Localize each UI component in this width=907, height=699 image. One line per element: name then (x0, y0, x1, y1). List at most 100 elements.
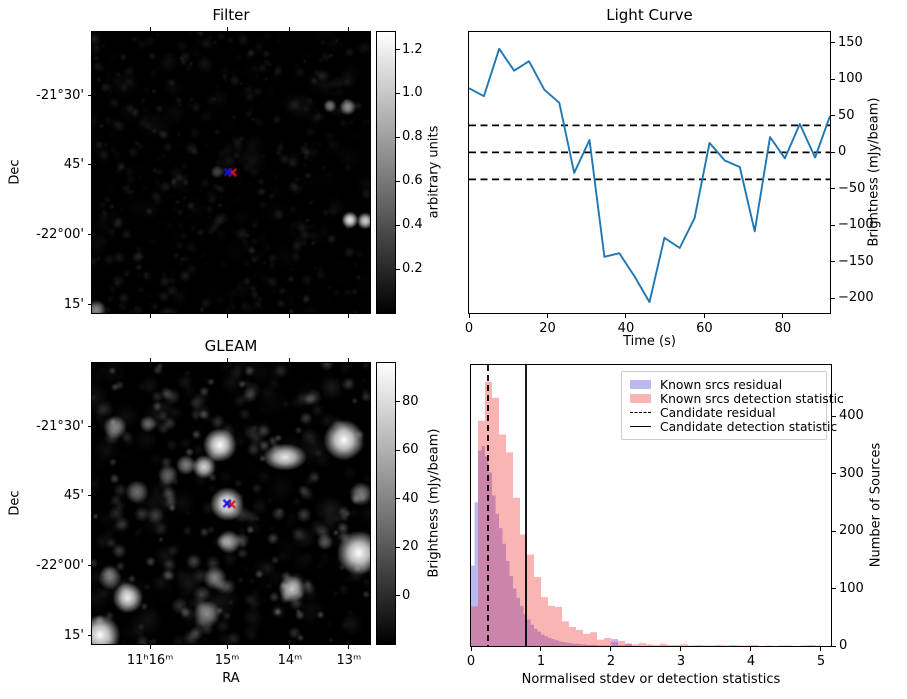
hist-bar-detstat (611, 641, 618, 646)
filter-colorbar (376, 31, 396, 314)
light-curve-y-tick-label: −50 (838, 180, 866, 196)
filter-x-tick (149, 314, 151, 318)
gleam-colorbar-tick (396, 498, 400, 500)
gleam-y-tick-label: 15' (63, 627, 84, 643)
gleam-colorbar-label: Brightness (mJy/beam) (426, 428, 442, 578)
hist-bar-residual (478, 450, 482, 646)
hist-bar-detstat (666, 644, 674, 646)
gleam-colorbar (376, 362, 396, 645)
filter-x-tick (226, 314, 228, 318)
hist-bar-detstat (680, 644, 688, 646)
hist-bar-residual (607, 645, 611, 646)
hist-bar-detstat (659, 643, 667, 646)
filter-colorbar-tick-label: 0.4 (402, 217, 423, 233)
filter-colorbar-tick (396, 180, 400, 182)
gleam-colorbar-tick-label: 20 (402, 539, 419, 555)
hist-bar-detstat (701, 645, 709, 646)
hist-bar-detstat (506, 452, 513, 646)
hist-bar-detstat (694, 644, 702, 646)
hist-bar-residual (576, 643, 580, 646)
histogram-x-tick (750, 647, 752, 651)
histogram-y-tick (832, 415, 836, 417)
filter-y-tick (88, 164, 92, 166)
filter-map-axes (91, 31, 371, 314)
light-curve-y-tick (831, 115, 835, 117)
histogram-y-tick-label: 0 (839, 638, 848, 653)
hist-bar-residual (537, 631, 541, 646)
filter-colorbar-tick (396, 49, 400, 51)
gleam-x-tick-top (226, 358, 228, 362)
filter-colorbar-tick (396, 92, 400, 94)
filter-colorbar-tick-label: 0.8 (402, 129, 423, 145)
light-curve-y-tick-label: −150 (838, 253, 874, 269)
gleam-x-tick-label: 13ᵐ (336, 653, 362, 668)
hist-bar-residual (614, 639, 618, 646)
hist-bar-residual (520, 605, 524, 646)
light-curve-x-tick (782, 314, 784, 318)
histogram-x-tick (540, 647, 542, 651)
legend-handle (630, 426, 651, 427)
light-curve-y-tick (831, 261, 835, 263)
gleam-colorbar-tick-label: 40 (402, 490, 419, 506)
light-curve-plot (469, 47, 830, 304)
legend-label: Known srcs detection statistic (660, 391, 844, 406)
light-curve-y-tick-label: 100 (838, 71, 863, 87)
hist-bar-residual (593, 644, 597, 646)
histogram-y-tick-label: 100 (839, 580, 864, 596)
hist-bar-detstat (618, 640, 625, 646)
gleam-ra-axis-label: RA (222, 671, 240, 686)
histogram-x-tick-label: 4 (746, 654, 756, 669)
hist-bar-detstat (778, 645, 786, 646)
hist-bar-residual (628, 643, 632, 646)
hist-bar-residual (499, 528, 503, 646)
gleam-colorbar-tick-label: 80 (402, 393, 419, 409)
hist-bar-residual (604, 645, 608, 646)
filter-x-tick-top (289, 27, 291, 31)
hist-bar-detstat (527, 554, 534, 646)
hist-bar-residual (572, 643, 576, 646)
light-curve-y-tick-label: −200 (838, 290, 874, 306)
light-curve-y-tick-label: −100 (838, 217, 874, 233)
hist-bar-residual (481, 446, 485, 646)
hist-bar-residual (548, 637, 552, 646)
hist-bar-detstat (520, 534, 527, 646)
histogram-y-tick (832, 645, 836, 647)
filter-map-image (92, 32, 370, 313)
light-curve-y-tick (831, 224, 835, 226)
hist-bar-detstat (499, 434, 506, 646)
histogram-x-tick (610, 647, 612, 651)
light-curve-x-tick (703, 314, 705, 318)
gleam-x-tick-top (149, 358, 151, 362)
filter-colorbar-tick (396, 224, 400, 226)
filter-colorbar-tick-label: 0.6 (402, 173, 423, 189)
light-curve-x-tick (468, 314, 470, 318)
gleam-x-tick-top (348, 358, 350, 362)
hist-bar-detstat (576, 629, 583, 646)
filter-y-tick-label: 45' (63, 156, 84, 172)
legend-label: Known srcs residual (660, 377, 783, 392)
gleam-y-tick-label: -22°00' (36, 557, 84, 573)
filter-colorbar-tick-label: 1.2 (402, 41, 423, 57)
hist-bar-residual (611, 639, 615, 646)
filter-colorbar-tick-label: 0.2 (402, 261, 423, 277)
gleam-x-tick (348, 645, 350, 649)
hist-bar-residual (579, 644, 583, 646)
legend-item-known-srcs-residual: Known srcs residual (630, 377, 818, 392)
hist-bar-detstat (555, 606, 562, 646)
hist-bar-residual (569, 643, 573, 646)
light-curve-x-tick-label: 40 (617, 321, 635, 336)
hist-bar-residual (600, 645, 604, 646)
legend-label: Candidate detection statistic (660, 419, 838, 434)
legend-item-candidate-residual: Candidate residual (630, 406, 818, 420)
histogram-y-tick-label: 400 (839, 408, 864, 424)
histogram-x-tick-label: 2 (606, 654, 616, 669)
histogram-plot (471, 365, 821, 646)
filter-x-tick-top (149, 27, 151, 31)
gleam-y-tick (88, 426, 92, 427)
hist-bar-detstat (639, 643, 646, 646)
filter-x-tick-top (226, 27, 228, 31)
hist-bar-residual (502, 543, 506, 646)
gleam-map-axes (91, 362, 371, 645)
hist-bar-residual (527, 619, 531, 646)
